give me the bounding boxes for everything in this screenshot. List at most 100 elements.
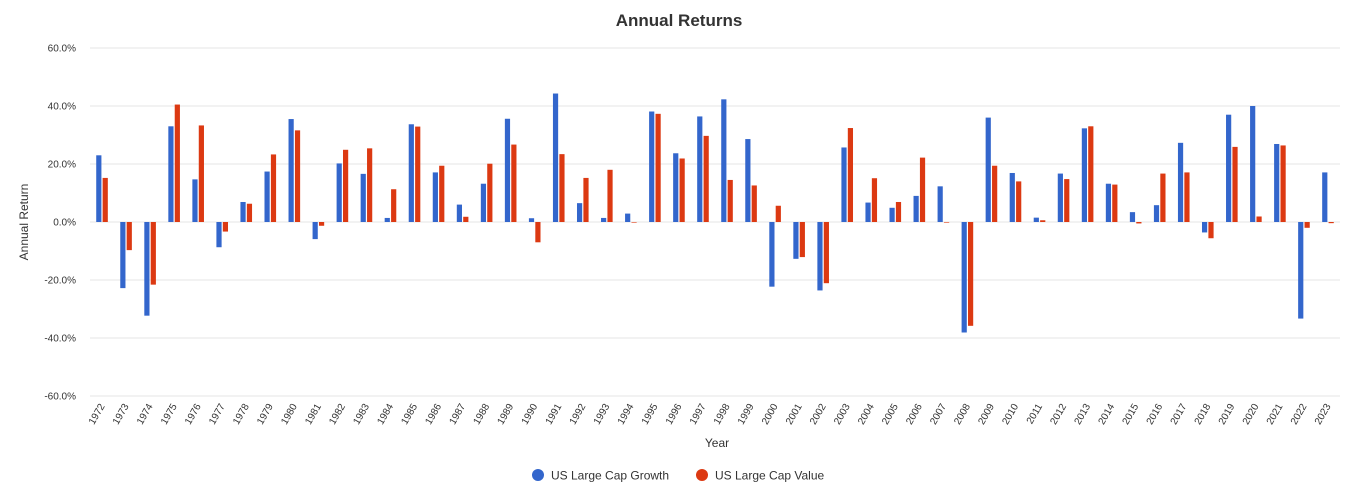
bar-growth-2004[interactable] — [865, 202, 871, 222]
bar-growth-1984[interactable] — [384, 217, 390, 222]
bar-value-1997[interactable] — [703, 135, 709, 222]
bar-growth-1975[interactable] — [168, 126, 174, 222]
bar-value-2005[interactable] — [895, 201, 902, 222]
bar-value-2007[interactable] — [943, 222, 950, 223]
bar-growth-2002[interactable] — [817, 222, 823, 291]
bar-growth-1991[interactable] — [552, 93, 559, 222]
bar-value-2019[interactable] — [1232, 146, 1238, 222]
bar-growth-1990[interactable] — [528, 218, 535, 222]
bar-value-2002[interactable] — [823, 222, 829, 284]
bar-value-1975[interactable] — [174, 104, 180, 222]
bar-growth-2012[interactable] — [1057, 173, 1063, 222]
bar-value-1995[interactable] — [655, 113, 661, 222]
bar-growth-1992[interactable] — [576, 203, 583, 222]
bar-growth-2011[interactable] — [1033, 217, 1039, 222]
bar-value-1981[interactable] — [318, 222, 325, 226]
bar-growth-1986[interactable] — [432, 172, 438, 222]
bar-value-1990[interactable] — [535, 222, 541, 243]
bar-value-1992[interactable] — [583, 177, 589, 222]
bar-growth-2006[interactable] — [913, 195, 919, 222]
bar-value-1996[interactable] — [679, 158, 685, 222]
bar-value-1979[interactable] — [270, 154, 277, 222]
bar-growth-2010[interactable] — [1009, 172, 1015, 222]
bar-growth-1977[interactable] — [216, 222, 222, 248]
bar-growth-2009[interactable] — [985, 117, 991, 222]
bar-value-1991[interactable] — [559, 154, 565, 222]
legend-label-value[interactable]: US Large Cap Value — [715, 469, 825, 483]
bar-growth-2015[interactable] — [1129, 212, 1136, 222]
bar-value-1972[interactable] — [102, 177, 108, 222]
bar-value-1984[interactable] — [391, 189, 397, 222]
bar-value-1974[interactable] — [150, 222, 156, 285]
bar-value-2013[interactable] — [1088, 126, 1094, 222]
bar-growth-1999[interactable] — [745, 139, 751, 222]
bar-value-1983[interactable] — [367, 148, 373, 222]
bar-growth-2013[interactable] — [1081, 128, 1087, 222]
bar-value-2021[interactable] — [1280, 145, 1286, 222]
bar-value-2023[interactable] — [1328, 222, 1334, 224]
bar-growth-1972[interactable] — [96, 155, 102, 222]
bar-growth-1997[interactable] — [697, 116, 703, 222]
bar-growth-2008[interactable] — [961, 222, 967, 333]
bar-growth-1980[interactable] — [288, 119, 294, 222]
bar-growth-1974[interactable] — [144, 222, 150, 316]
bar-value-2001[interactable] — [799, 222, 805, 258]
bar-growth-2003[interactable] — [841, 147, 847, 222]
bar-value-2018[interactable] — [1208, 222, 1214, 239]
bar-growth-1987[interactable] — [456, 204, 462, 222]
bar-value-1982[interactable] — [343, 149, 349, 222]
bar-growth-2021[interactable] — [1274, 143, 1280, 222]
bar-value-2017[interactable] — [1184, 172, 1190, 222]
bar-value-2004[interactable] — [871, 178, 878, 222]
bar-growth-1981[interactable] — [312, 222, 318, 240]
bar-value-1989[interactable] — [511, 144, 517, 222]
bar-value-1973[interactable] — [126, 222, 132, 251]
bar-value-1988[interactable] — [487, 163, 493, 222]
legend-label-growth[interactable]: US Large Cap Growth — [551, 469, 669, 483]
bar-growth-1985[interactable] — [408, 124, 414, 222]
bar-value-2015[interactable] — [1136, 222, 1142, 224]
bar-value-2016[interactable] — [1160, 173, 1166, 222]
bar-growth-2022[interactable] — [1298, 222, 1304, 319]
bar-value-1976[interactable] — [198, 125, 204, 222]
bar-growth-1978[interactable] — [240, 201, 246, 222]
bar-growth-2018[interactable] — [1201, 222, 1208, 233]
bar-growth-1998[interactable] — [721, 99, 727, 222]
bar-growth-2023[interactable] — [1322, 172, 1328, 222]
bar-value-1999[interactable] — [751, 185, 757, 222]
bar-growth-1996[interactable] — [673, 153, 679, 222]
bar-growth-2016[interactable] — [1153, 205, 1160, 222]
bar-value-1994[interactable] — [631, 222, 637, 223]
bar-growth-1995[interactable] — [649, 111, 655, 222]
legend-marker-value[interactable] — [696, 469, 708, 481]
bar-value-2000[interactable] — [775, 205, 781, 222]
bar-growth-2014[interactable] — [1105, 183, 1112, 222]
bar-growth-2019[interactable] — [1226, 114, 1232, 222]
bar-growth-2020[interactable] — [1250, 106, 1256, 222]
bar-growth-1979[interactable] — [264, 171, 270, 222]
bar-value-1985[interactable] — [415, 126, 421, 222]
bar-value-1977[interactable] — [222, 222, 229, 232]
bar-value-1978[interactable] — [246, 203, 253, 222]
bar-value-1993[interactable] — [607, 169, 613, 222]
bar-growth-2000[interactable] — [769, 222, 775, 287]
bar-value-2003[interactable] — [847, 128, 854, 222]
bar-value-2022[interactable] — [1304, 222, 1310, 228]
bar-growth-1976[interactable] — [192, 179, 198, 222]
bar-value-1980[interactable] — [294, 130, 301, 222]
bar-growth-2001[interactable] — [793, 222, 799, 259]
bar-value-2008[interactable] — [968, 222, 974, 326]
bar-growth-1973[interactable] — [120, 222, 126, 289]
bar-growth-1993[interactable] — [601, 217, 607, 222]
bar-growth-2005[interactable] — [889, 207, 895, 222]
bar-value-2020[interactable] — [1256, 216, 1262, 222]
bar-value-1987[interactable] — [463, 216, 469, 222]
bar-growth-1994[interactable] — [625, 213, 631, 222]
legend-marker-growth[interactable] — [532, 469, 544, 481]
bar-growth-1982[interactable] — [336, 163, 342, 222]
bar-growth-1988[interactable] — [480, 183, 487, 222]
bar-value-2011[interactable] — [1040, 220, 1046, 222]
bar-growth-2007[interactable] — [937, 186, 943, 222]
bar-value-2014[interactable] — [1112, 184, 1118, 222]
bar-value-2012[interactable] — [1064, 179, 1070, 222]
